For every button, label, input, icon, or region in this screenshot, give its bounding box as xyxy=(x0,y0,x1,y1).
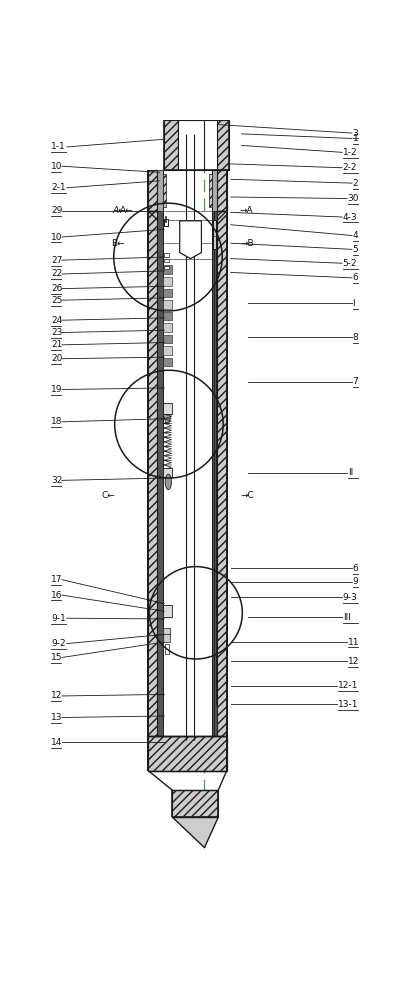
Text: 10: 10 xyxy=(51,233,63,242)
Bar xyxy=(163,211,212,736)
Text: 11: 11 xyxy=(348,638,359,647)
Bar xyxy=(163,312,172,320)
Text: 7: 7 xyxy=(353,377,358,386)
Text: →A: →A xyxy=(239,206,253,215)
Text: 9-1: 9-1 xyxy=(51,614,66,623)
Text: 26: 26 xyxy=(51,284,63,293)
Bar xyxy=(158,211,163,736)
Text: 12: 12 xyxy=(348,657,359,666)
Text: 4: 4 xyxy=(353,231,358,240)
Text: 4-3: 4-3 xyxy=(343,213,358,222)
Bar xyxy=(163,628,170,642)
Text: 1: 1 xyxy=(353,134,358,143)
Text: A←: A← xyxy=(112,206,126,215)
Bar xyxy=(163,323,172,332)
Text: 14: 14 xyxy=(51,738,63,747)
Text: 32: 32 xyxy=(51,476,63,485)
Text: 9-3: 9-3 xyxy=(343,593,358,602)
Bar xyxy=(164,266,169,269)
Bar xyxy=(164,259,169,262)
Bar xyxy=(148,170,158,211)
Bar xyxy=(172,790,218,817)
Circle shape xyxy=(165,474,172,490)
Text: 3: 3 xyxy=(353,129,358,138)
Text: 16: 16 xyxy=(51,591,63,600)
Bar xyxy=(163,174,166,207)
Bar xyxy=(212,170,217,211)
Bar xyxy=(165,216,166,222)
Text: 9-2: 9-2 xyxy=(51,639,66,648)
Bar xyxy=(163,277,172,286)
Bar xyxy=(148,736,227,771)
Text: 12: 12 xyxy=(51,691,63,700)
Bar xyxy=(163,335,172,343)
Text: A←: A← xyxy=(120,206,134,215)
Bar xyxy=(163,358,172,366)
Text: 2-2: 2-2 xyxy=(343,163,357,172)
Text: →C: →C xyxy=(241,491,255,500)
Bar xyxy=(217,211,227,736)
Bar xyxy=(217,170,227,211)
Text: 2: 2 xyxy=(353,179,358,188)
Text: 30: 30 xyxy=(348,194,359,203)
Bar xyxy=(209,174,212,207)
Text: 29: 29 xyxy=(51,206,63,215)
Text: 27: 27 xyxy=(51,256,63,265)
Text: 12-1: 12-1 xyxy=(338,681,358,690)
Text: 2-1: 2-1 xyxy=(51,183,66,192)
Text: 22: 22 xyxy=(51,269,63,278)
Text: 17: 17 xyxy=(51,575,63,584)
Polygon shape xyxy=(163,414,172,423)
Bar xyxy=(163,346,172,355)
Text: 8: 8 xyxy=(353,333,358,342)
Text: 20: 20 xyxy=(51,354,63,363)
Text: 6: 6 xyxy=(353,564,358,573)
Bar xyxy=(163,289,172,297)
Bar xyxy=(158,170,163,211)
Bar xyxy=(164,120,229,170)
Bar xyxy=(164,253,169,257)
Text: 25: 25 xyxy=(51,296,63,305)
Bar xyxy=(217,120,229,170)
Bar xyxy=(164,120,178,170)
Text: 23: 23 xyxy=(51,328,63,337)
Bar xyxy=(212,211,217,736)
Text: 24: 24 xyxy=(51,316,63,325)
Polygon shape xyxy=(180,221,201,259)
Text: 10: 10 xyxy=(51,162,63,171)
Text: 18: 18 xyxy=(51,417,63,426)
Text: II: II xyxy=(348,468,353,477)
Text: 15: 15 xyxy=(51,653,63,662)
Bar xyxy=(165,644,169,654)
Text: I: I xyxy=(353,299,355,308)
Bar xyxy=(163,468,172,477)
Bar xyxy=(163,265,172,274)
Text: 6: 6 xyxy=(353,273,358,282)
Text: 13: 13 xyxy=(51,713,63,722)
Text: 13-1: 13-1 xyxy=(338,700,358,709)
Text: →B: →B xyxy=(241,239,255,248)
Text: 5: 5 xyxy=(353,245,358,254)
Polygon shape xyxy=(180,221,201,259)
Bar xyxy=(148,211,158,736)
Text: 9: 9 xyxy=(353,578,358,586)
Text: III: III xyxy=(343,613,351,622)
Polygon shape xyxy=(172,817,218,848)
Bar xyxy=(164,219,168,226)
Text: 1-1: 1-1 xyxy=(51,142,66,151)
Bar xyxy=(163,403,172,414)
Text: 19: 19 xyxy=(51,385,63,394)
Bar xyxy=(163,605,172,617)
Bar xyxy=(163,300,172,309)
Text: 1-2: 1-2 xyxy=(343,148,358,157)
Text: B←: B← xyxy=(111,239,125,248)
Text: 5-2: 5-2 xyxy=(343,259,358,268)
Text: 21: 21 xyxy=(51,340,63,349)
Bar xyxy=(178,120,217,170)
Text: C←: C← xyxy=(102,491,115,500)
Bar xyxy=(213,220,216,249)
